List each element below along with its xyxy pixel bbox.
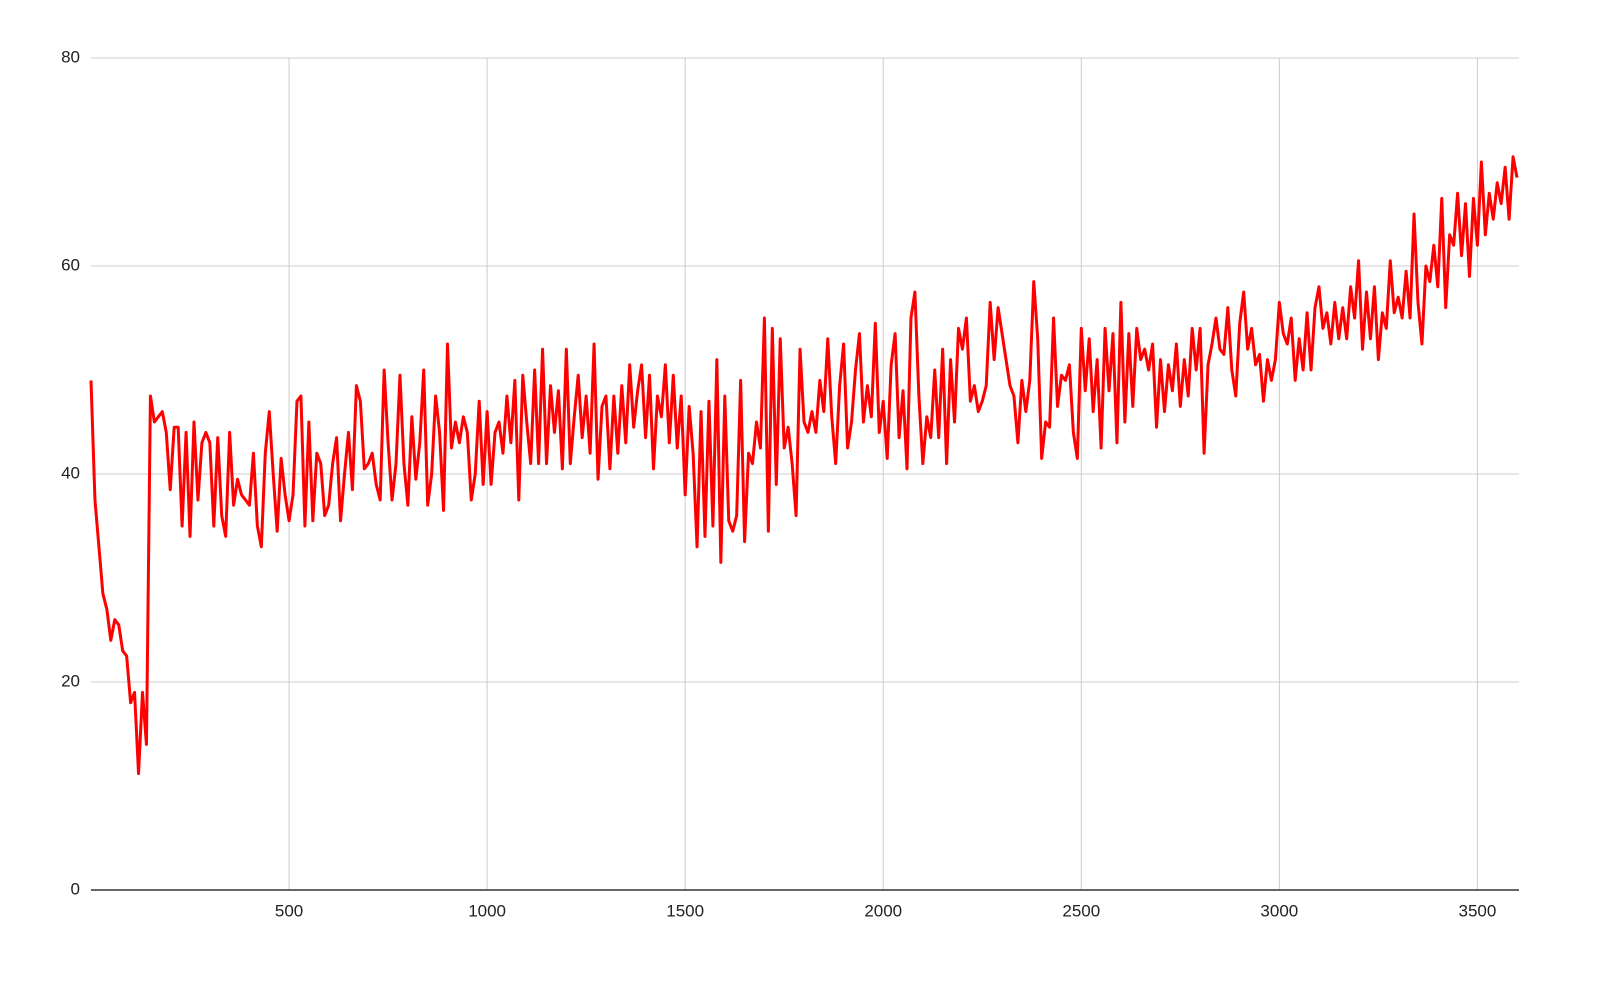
x-tick-label: 2500 bbox=[1062, 901, 1100, 920]
x-tick-label: 3500 bbox=[1458, 901, 1496, 920]
y-tick-label: 40 bbox=[61, 463, 80, 482]
x-tick-label: 500 bbox=[275, 901, 303, 920]
y-tick-label: 80 bbox=[61, 47, 80, 66]
y-tick-label: 0 bbox=[71, 879, 80, 898]
y-tick-label: 20 bbox=[61, 671, 80, 690]
data-line bbox=[89, 155, 1519, 776]
x-tick-label: 1500 bbox=[666, 901, 704, 920]
x-tick-label: 1000 bbox=[468, 901, 506, 920]
x-tick-label: 2000 bbox=[864, 901, 902, 920]
y-tick-label: 60 bbox=[61, 255, 80, 274]
x-tick-label: 3000 bbox=[1260, 901, 1298, 920]
